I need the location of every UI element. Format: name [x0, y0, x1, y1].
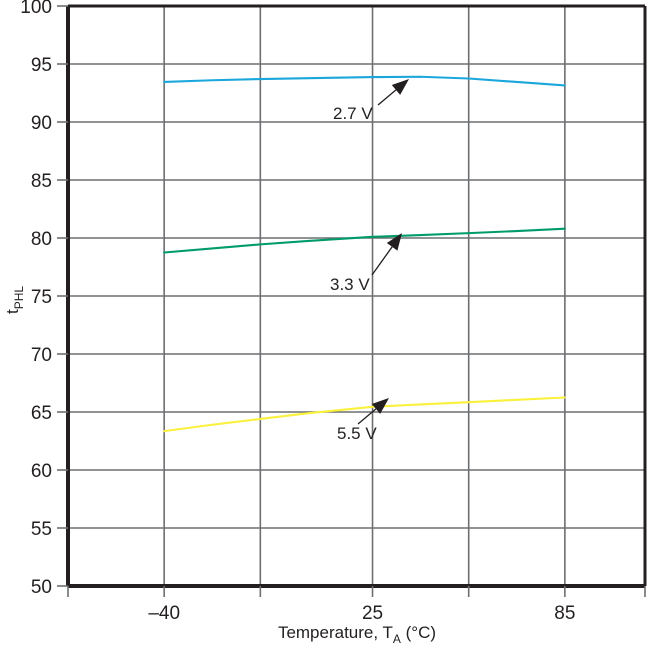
- annotation-label: 3.3 V: [330, 275, 370, 294]
- annotation-arrowhead: [391, 79, 409, 95]
- x-axis-title-subscript: A: [393, 632, 401, 646]
- annotation-arrowhead: [386, 233, 402, 251]
- x-axis-title-unit: (°C): [401, 623, 436, 642]
- data-series-group: [163, 75, 566, 433]
- annotation-leader-line: [377, 89, 397, 106]
- x-axis-tick-labels: –40 25 85: [148, 603, 575, 624]
- x-axis-ticks: [67, 586, 646, 597]
- y-axis-tick-label: 85: [31, 171, 52, 192]
- x-axis-tick-label: –40: [148, 603, 180, 624]
- y-axis-tick-label: 50: [31, 577, 52, 598]
- y-axis-tick-label: 55: [31, 519, 52, 540]
- x-axis-title-main: Temperature, T: [278, 623, 393, 642]
- annotation-label: 5.5 V: [337, 424, 377, 443]
- y-axis-tick-label: 70: [31, 345, 52, 366]
- y-axis-ticks: [57, 5, 68, 587]
- y-axis-title-text: tPHL: [3, 286, 26, 314]
- annotation-arrowhead: [371, 398, 389, 414]
- y-axis-title: tPHL: [3, 286, 26, 314]
- data-series-line: [163, 75, 566, 87]
- y-axis-tick-label: 90: [31, 113, 52, 134]
- y-axis-tick-label: 65: [31, 403, 52, 424]
- x-axis-title-text: Temperature, TA (°C): [278, 623, 436, 646]
- y-axis-tick-label: 95: [31, 55, 52, 76]
- x-axis-tick-label: 85: [554, 603, 575, 624]
- y-axis-title-main: t: [3, 309, 22, 314]
- y-axis-tick-label: 100: [20, 0, 52, 18]
- annotation-leader-line: [357, 408, 377, 425]
- y-axis-tick-label: 80: [31, 229, 52, 250]
- y-axis-tick-labels: 50 55 60 65 70 75 80 85 90 95 100: [20, 0, 52, 598]
- annotation-label: 2.7 V: [333, 104, 373, 123]
- annotations-group: 2.7 V 3.3 V 5.5 V: [330, 79, 409, 443]
- vertical-gridlines: [163, 6, 566, 586]
- y-axis-tick-label: 75: [31, 287, 52, 308]
- data-series-line: [163, 396, 566, 433]
- x-axis-tick-label: 25: [362, 603, 383, 624]
- annotation-leader-line: [371, 246, 393, 276]
- y-axis-title-subscript: PHL: [12, 286, 26, 310]
- x-axis-title: Temperature, TA (°C): [278, 623, 436, 646]
- data-series-line: [163, 227, 566, 254]
- y-axis-tick-label: 60: [31, 461, 52, 482]
